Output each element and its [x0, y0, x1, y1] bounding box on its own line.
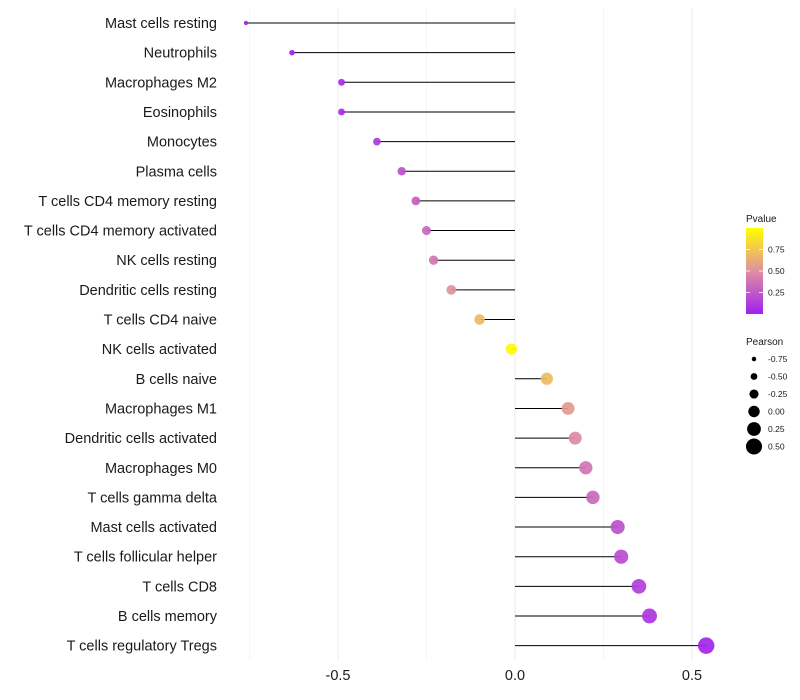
y-tick-label: Mast cells resting — [105, 16, 217, 32]
y-axis-labels: Mast cells resting Neutrophils Macrophages… — [24, 16, 218, 655]
y-tick-label: B cells memory — [118, 609, 218, 625]
y-tick-label: Dendritic cells activated — [65, 431, 217, 447]
lollipop-points — [243, 20, 715, 654]
lollipop-segments — [245, 22, 707, 647]
size-key-label: -0.25 — [768, 389, 788, 399]
lollipop-point — [631, 579, 647, 594]
pvalue-legend: Pvalue 0.25 0.50 0.75 — [746, 214, 785, 314]
pvalue-colorbar — [746, 228, 763, 314]
size-key-dot — [750, 373, 758, 380]
lollipop-point — [411, 196, 421, 206]
size-key-dot — [749, 389, 759, 399]
pearson-legend-title: Pearson — [746, 337, 783, 348]
colorbar-tick-label: 0.25 — [768, 288, 785, 298]
pearson-legend: Pearson -0.75 -0.50 -0.25 0.00 0.25 0.50 — [745, 337, 788, 455]
y-tick-label: T cells regulatory Tregs — [67, 639, 217, 655]
gridlines — [249, 8, 693, 660]
lollipop-point — [397, 167, 406, 176]
lollipop-point — [446, 284, 457, 295]
lollipop-point — [421, 225, 432, 236]
size-key-label: 0.25 — [768, 424, 785, 434]
y-tick-label: NK cells resting — [116, 253, 217, 269]
pearson-size-keys: -0.75 -0.50 -0.25 0.00 0.25 0.50 — [745, 354, 788, 455]
x-tick-label: 0.0 — [505, 668, 525, 684]
lollipop-point — [579, 461, 593, 475]
y-tick-label: Macrophages M2 — [105, 75, 217, 91]
lollipop-point — [568, 431, 582, 445]
lollipop-point — [505, 343, 518, 355]
size-key-label: -0.50 — [768, 372, 788, 382]
lollipop-point — [338, 78, 345, 86]
lollipop-point — [697, 637, 715, 654]
colorbar-tick-label: 0.50 — [768, 266, 785, 276]
y-tick-label: Monocytes — [147, 135, 217, 151]
lollipop-point — [373, 137, 381, 146]
y-tick-label: B cells naive — [136, 372, 217, 388]
y-tick-label: Eosinophils — [143, 105, 217, 121]
lollipop-point — [642, 608, 657, 624]
y-tick-label: Macrophages M1 — [105, 401, 217, 417]
y-tick-label: T cells CD8 — [142, 579, 217, 595]
y-tick-label: T cells CD4 memory activated — [24, 224, 217, 240]
y-tick-label: Dendritic cells resting — [79, 283, 217, 299]
colorbar-tick-label: 0.75 — [768, 245, 785, 255]
x-tick-label: 0.5 — [682, 668, 702, 684]
lollipop-point — [586, 490, 600, 505]
size-key-label: 0.00 — [768, 407, 785, 417]
y-tick-label: Neutrophils — [144, 46, 217, 62]
size-key-dot — [751, 356, 757, 362]
lollipop-point — [614, 549, 629, 564]
lollipop-point — [289, 49, 295, 56]
y-tick-label: T cells follicular helper — [74, 550, 217, 566]
size-key-dot — [747, 422, 761, 436]
lollipop-point — [474, 314, 485, 325]
lollipop-point — [338, 108, 345, 116]
y-tick-label: T cells CD4 naive — [104, 313, 217, 329]
lollipop-point — [243, 20, 249, 26]
y-tick-label: T cells CD4 memory resting — [38, 194, 217, 210]
lollipop-point — [428, 255, 439, 265]
y-tick-label: T cells gamma delta — [88, 490, 218, 506]
x-tick-label: -0.5 — [326, 668, 351, 684]
y-tick-label: Plasma cells — [136, 164, 217, 180]
lollipop-point — [561, 402, 575, 415]
colorbar-ticks: 0.25 0.50 0.75 — [746, 245, 785, 298]
pvalue-legend-title: Pvalue — [746, 214, 777, 225]
y-tick-label: NK cells activated — [102, 342, 217, 358]
lollipop-point — [610, 519, 625, 535]
size-key-dot — [745, 438, 763, 455]
size-key-label: 0.50 — [768, 442, 785, 452]
y-tick-label: Mast cells activated — [90, 520, 217, 536]
size-key-dot — [748, 405, 760, 418]
x-axis-tick-labels: -0.5 0.0 0.5 — [326, 668, 703, 684]
lollipop-point — [540, 372, 553, 385]
y-tick-label: Macrophages M0 — [105, 461, 217, 477]
size-key-label: -0.75 — [768, 354, 788, 364]
